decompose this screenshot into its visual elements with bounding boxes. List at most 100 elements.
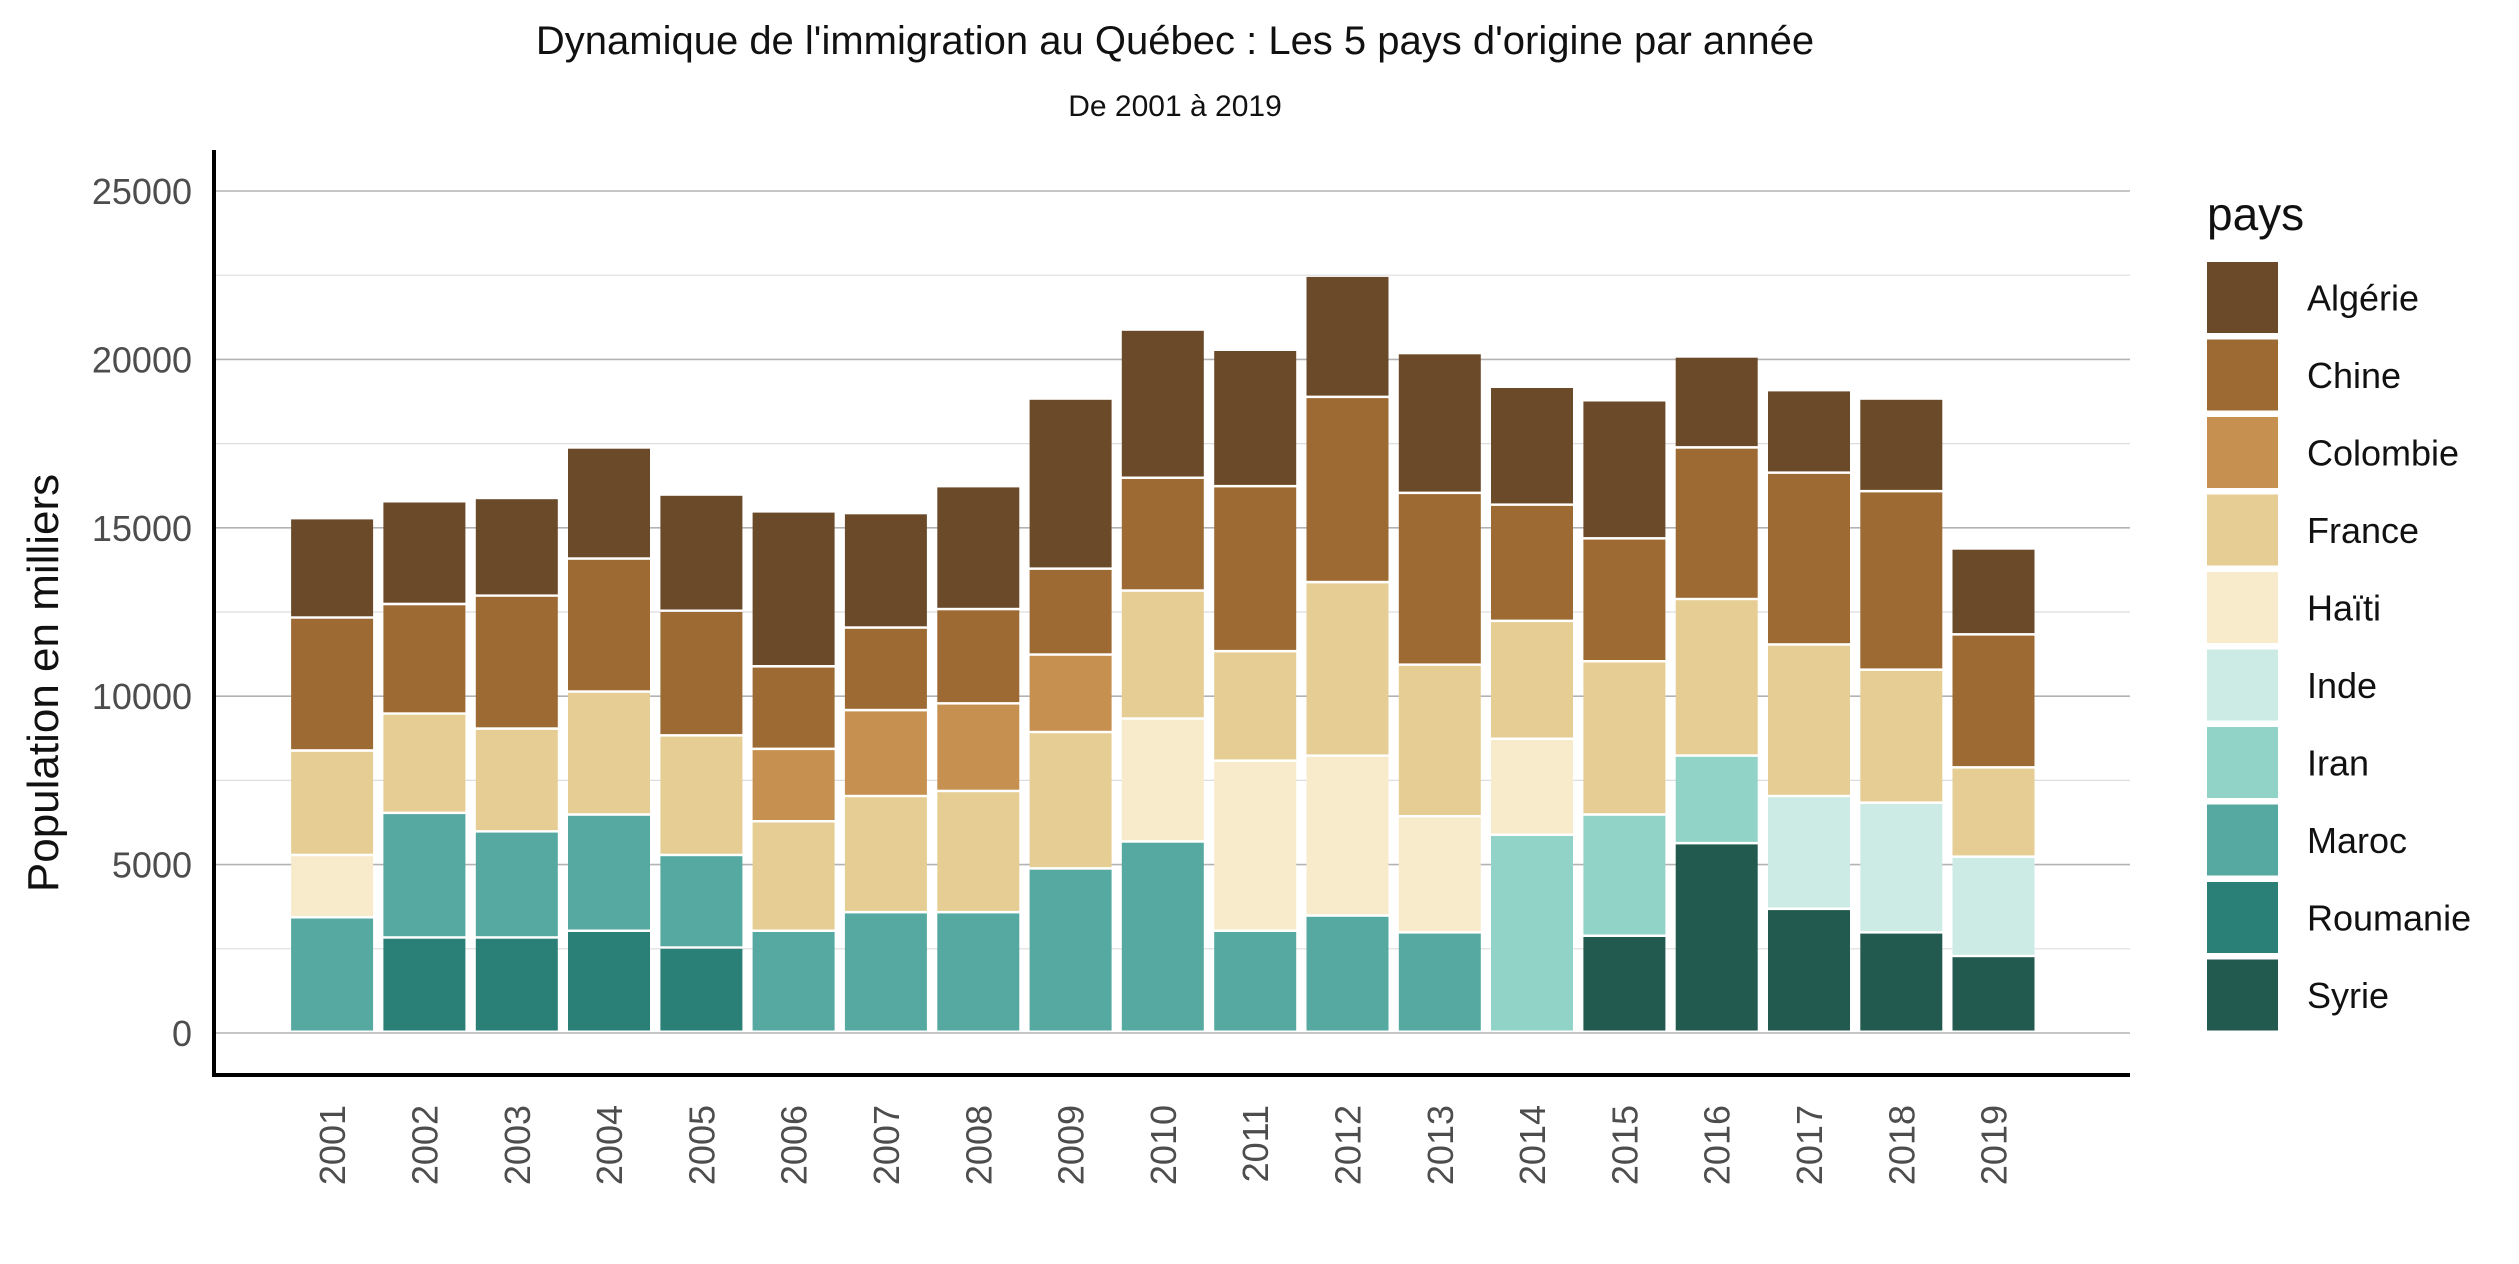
bar-segment-2010-haïti	[1121, 719, 1204, 841]
y-tick-label: 25000	[92, 171, 192, 212]
bar-segment-2016-france	[1675, 600, 1758, 755]
legend-label: Haïti	[2307, 588, 2381, 629]
bar-segment-2005-maroc	[660, 856, 743, 947]
bar-segment-2018-syrie	[1860, 933, 1943, 1031]
bar-segment-2009-colombie	[1029, 655, 1112, 731]
bar-segment-2003-algérie	[475, 499, 558, 595]
y-axis-label: Population en milliers	[19, 474, 68, 892]
bar-segment-2014-algérie	[1491, 388, 1573, 504]
bar-segment-2012-france	[1306, 583, 1389, 755]
bar-segment-2011-haïti	[1214, 761, 1297, 930]
bar-segment-2013-france	[1398, 665, 1481, 815]
x-tick-label: 2009	[1051, 1105, 1092, 1185]
chart-subtitle: De 2001 à 2019	[1068, 90, 1282, 123]
bar-segment-2001-haïti	[291, 856, 374, 916]
x-tick-label: 2018	[1881, 1105, 1922, 1185]
x-tick-label: 2008	[958, 1105, 999, 1185]
x-tick-label: 2014	[1512, 1105, 1553, 1185]
bar-segment-2004-algérie	[568, 448, 650, 558]
legend-label: France	[2307, 510, 2419, 551]
legend-label: Inde	[2307, 665, 2377, 706]
bar-segment-2015-france	[1583, 662, 1666, 814]
bar-segment-2003-france	[475, 729, 558, 831]
bar-segment-2014-iran	[1491, 836, 1573, 1031]
bar-segment-2008-colombie	[937, 704, 1020, 790]
bar-segment-2013-chine	[1398, 494, 1481, 664]
bar-segment-2017-chine	[1768, 473, 1850, 644]
bar-segment-2009-maroc	[1029, 869, 1112, 1031]
bar-segment-2019-algérie	[1952, 549, 2035, 634]
bar-segment-2016-chine	[1675, 448, 1758, 598]
bar-segment-2006-france	[752, 822, 835, 930]
legend-key-algérie	[2207, 262, 2278, 333]
x-tick-label: 2011	[1235, 1105, 1276, 1182]
bar-segment-2017-algérie	[1768, 391, 1850, 472]
bar-segment-2019-inde	[1952, 857, 2035, 955]
bar-segment-2008-chine	[937, 610, 1020, 703]
legend-title: pays	[2207, 188, 2304, 240]
x-tick-label: 2019	[1974, 1105, 2015, 1185]
bar-segment-2010-maroc	[1121, 842, 1204, 1031]
bar-segment-2010-france	[1121, 591, 1204, 718]
bar-segment-2005-algérie	[660, 495, 743, 610]
bar-segment-2008-algérie	[937, 487, 1020, 608]
bar-segment-2015-iran	[1583, 815, 1666, 935]
x-tick-label: 2017	[1789, 1105, 1830, 1185]
bar-segment-2016-algérie	[1675, 357, 1758, 447]
x-tick-label: 2010	[1143, 1105, 1184, 1185]
legend-label: Syrie	[2307, 975, 2389, 1016]
bar-segment-2018-inde	[1860, 804, 1943, 932]
x-tick-label: 2016	[1697, 1105, 1738, 1185]
bar-segment-2007-colombie	[844, 711, 927, 795]
bar-segment-2009-chine	[1029, 569, 1112, 654]
bar-segment-2003-maroc	[475, 832, 558, 937]
bar-segment-2011-chine	[1214, 487, 1297, 650]
bar-segment-2005-france	[660, 736, 743, 854]
legend-label: Roumanie	[2307, 898, 2471, 939]
axes: 0 5000 10000 15000 20000 25000 2001 2002 2003 200…	[92, 150, 2130, 1185]
y-tick-label: 10000	[92, 676, 192, 717]
bar-segment-2006-colombie	[752, 750, 835, 820]
bar-segment-2005-chine	[660, 612, 743, 735]
chart-title: Dynamique de l'immigration au Québec : L…	[536, 19, 1814, 63]
bar-segment-2007-chine	[844, 628, 927, 709]
bar-segment-2001-maroc	[291, 918, 374, 1031]
y-tick-label: 15000	[92, 508, 192, 549]
legend-label: Maroc	[2307, 820, 2407, 861]
legend-key-iran	[2207, 727, 2278, 798]
bar-segment-2012-algérie	[1306, 276, 1389, 396]
bar-segment-2001-chine	[291, 618, 374, 750]
x-tick-label: 2012	[1327, 1105, 1368, 1185]
legend-key-inde	[2207, 649, 2278, 721]
bar-segment-2007-france	[844, 797, 927, 911]
legend-key-france	[2207, 494, 2278, 566]
legend-key-roumanie	[2207, 882, 2278, 953]
y-tick-label: 5000	[112, 845, 192, 886]
bar-segment-2015-algérie	[1583, 401, 1666, 538]
bar-segment-2014-chine	[1491, 505, 1573, 620]
legend-label: Chine	[2307, 355, 2401, 396]
bar-segment-2001-algérie	[291, 519, 374, 617]
bar-segment-2003-chine	[475, 596, 558, 728]
legend-label: Algérie	[2307, 278, 2419, 319]
bar-segment-2002-algérie	[383, 502, 466, 603]
bar-segment-2012-haïti	[1306, 756, 1389, 915]
x-tick-label: 2003	[497, 1105, 538, 1185]
bar-segment-2013-haïti	[1398, 817, 1481, 932]
x-tick-label: 2005	[681, 1105, 722, 1185]
y-tick-label: 20000	[92, 339, 192, 380]
bar-segment-2001-france	[291, 751, 374, 854]
bar-segment-2004-maroc	[568, 815, 650, 930]
x-tick-label: 2015	[1604, 1105, 1645, 1185]
bar-segment-2004-france	[568, 692, 650, 814]
bar-segment-2009-algérie	[1029, 399, 1112, 568]
bar-segment-2004-roumanie	[568, 932, 650, 1031]
x-tick-label: 2013	[1420, 1105, 1461, 1185]
bar-segment-2009-france	[1029, 733, 1112, 868]
bar-segment-2005-roumanie	[660, 948, 743, 1031]
bar-segment-2012-maroc	[1306, 916, 1389, 1031]
bar-segment-2015-syrie	[1583, 937, 1666, 1031]
legend-key-colombie	[2207, 417, 2278, 488]
legend-key-maroc	[2207, 804, 2278, 876]
